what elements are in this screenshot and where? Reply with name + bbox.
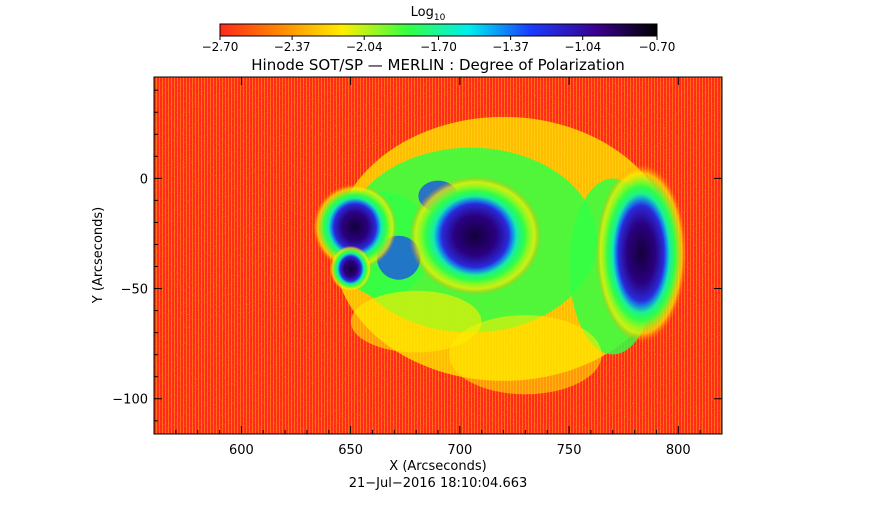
y-tick-label: 0: [140, 172, 148, 187]
x-axis: 600 650 700 750 800: [175, 77, 701, 458]
sunspots: [313, 164, 687, 343]
colorbar-tick-label: −2.70: [202, 40, 239, 54]
x-axis-label: X (Arcseconds): [389, 459, 486, 474]
plage-region: [449, 315, 602, 395]
colorbar-tick-label: −2.04: [346, 40, 383, 54]
y-tick-label: −100: [112, 393, 148, 408]
timestamp: 21−Jul−2016 18:10:04.663: [349, 476, 528, 491]
colorbar: Log10 −2.70 −2.37 −2.04 −1.70 −1.37 −1.04 −0.7…: [202, 5, 676, 54]
x-tick-label: 650: [338, 443, 363, 458]
colorbar-tick-label: −1.37: [492, 40, 529, 54]
plage-region: [350, 290, 482, 353]
sunspot-core: [612, 193, 670, 313]
y-tick-label: −50: [121, 283, 148, 298]
colorbar-tick-label: −1.04: [564, 40, 601, 54]
plot-area: [154, 77, 722, 434]
colorbar-tick-label: −1.70: [420, 40, 457, 54]
sunspot-core: [328, 198, 382, 256]
y-axis: 0 −50 −100: [112, 89, 722, 422]
x-tick-label: 750: [557, 443, 582, 458]
colorbar-ticks: −2.70 −2.37 −2.04 −1.70 −1.37 −1.04 −0.70: [202, 36, 676, 54]
colorbar-label: Log10: [411, 5, 446, 23]
sunspot-core: [337, 253, 364, 285]
x-tick-label: 700: [447, 443, 472, 458]
colorbar-gradient: [219, 23, 658, 37]
colorbar-tick-label: −0.70: [639, 40, 676, 54]
y-axis-label: Y (Arcseconds): [91, 207, 106, 304]
chart-title: Hinode SOT/SP — MERLIN : Degree of Polar…: [251, 56, 625, 74]
colorbar-tick-label: −2.37: [274, 40, 311, 54]
x-tick-label: 800: [666, 443, 691, 458]
sunspot-core: [433, 196, 517, 276]
x-tick-label: 600: [229, 443, 254, 458]
